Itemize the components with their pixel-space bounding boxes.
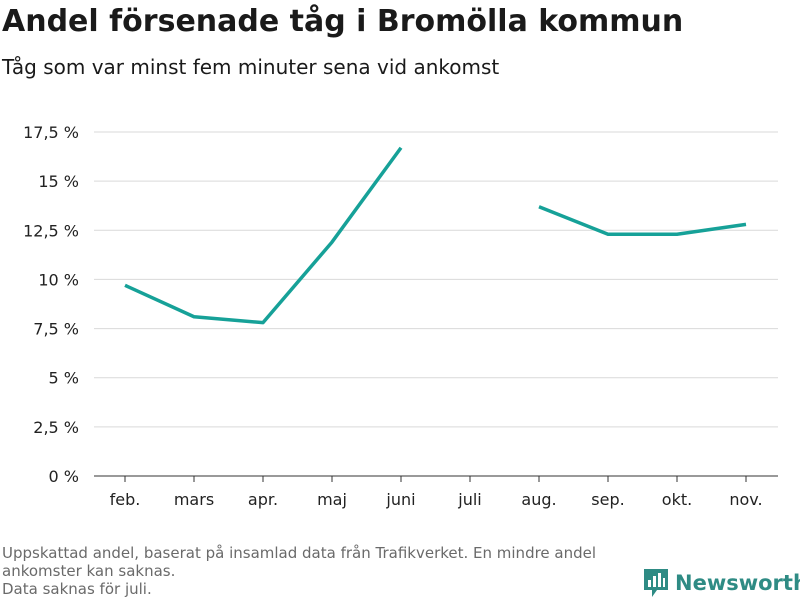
y-tick-label: 2,5 % [33, 418, 79, 437]
y-axis-tick-labels: 0 % 2,5 % 5 % 7,5 % 10 % 12,5 % 15 % 17,5 % [23, 123, 79, 486]
footnote: Uppskattad andel, baserat på insamlad da… [2, 544, 642, 598]
y-tick-label: 7,5 % [33, 320, 79, 339]
x-tick-label: mars [174, 490, 214, 509]
x-tick-label: nov. [729, 490, 762, 509]
x-axis: feb. mars apr. maj juni juli aug. sep. okt. nov. [94, 475, 778, 509]
data-series [124, 146, 747, 325]
chart-subtitle: Tåg som var minst fem minuter sena vid a… [2, 55, 500, 79]
footnote-line-3: Data saknas för juli. [2, 580, 152, 598]
y-tick-label: 12,5 % [23, 221, 79, 240]
chart-title: Andel försenade tåg i Bromölla kommun [2, 4, 684, 39]
y-tick-label: 0 % [49, 467, 79, 486]
footnote-line-1: Uppskattad andel, baserat på insamlad da… [2, 544, 597, 562]
series-line [538, 205, 747, 236]
y-tick-label: 17,5 % [23, 123, 79, 142]
series-line [124, 146, 403, 325]
x-tick-label: juli [457, 490, 481, 509]
x-tick-label: sep. [591, 490, 624, 509]
x-tick-label: aug. [521, 490, 556, 509]
brand-logo: Newsworthy [643, 568, 800, 598]
y-tick-label: 15 % [38, 172, 79, 191]
x-tick-label: okt. [662, 490, 692, 509]
brand-name: Newsworthy [675, 571, 800, 595]
x-tick-label: apr. [248, 490, 278, 509]
bar-chart-logo-icon [644, 569, 668, 597]
x-tick-label: juni [385, 490, 415, 509]
y-tick-label: 5 % [49, 369, 79, 388]
x-tick-label: maj [317, 490, 347, 509]
gridlines [94, 131, 778, 428]
footnote-line-2: ankomster kan saknas. [2, 562, 176, 580]
y-tick-label: 10 % [38, 270, 79, 289]
x-tick-label: feb. [110, 490, 141, 509]
